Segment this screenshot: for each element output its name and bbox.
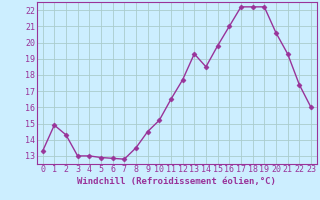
- X-axis label: Windchill (Refroidissement éolien,°C): Windchill (Refroidissement éolien,°C): [77, 177, 276, 186]
